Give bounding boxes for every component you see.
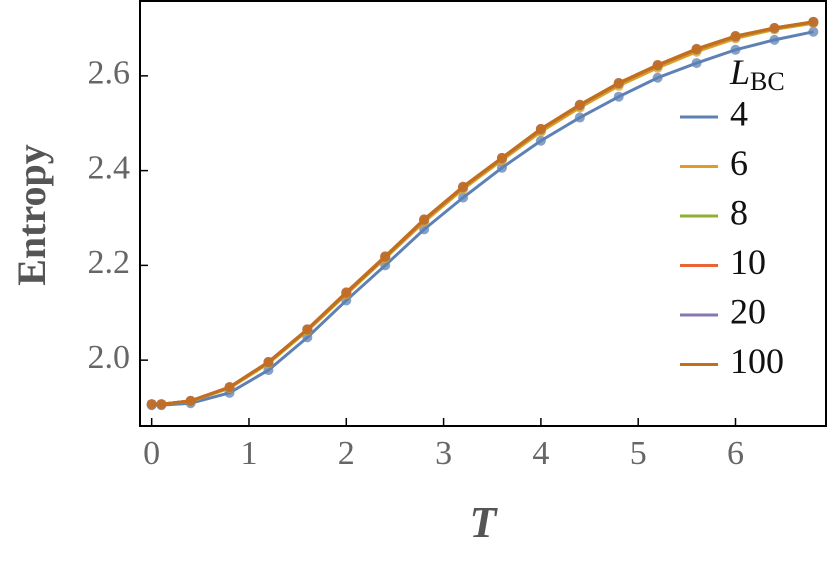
y-tick-label: 2.2 — [88, 244, 131, 281]
x-tick-label: 5 — [630, 435, 647, 472]
plot-frame — [139, 0, 827, 427]
data-point — [458, 181, 469, 192]
data-point — [808, 16, 819, 27]
x-tick-label: 1 — [240, 435, 257, 472]
data-point — [535, 135, 546, 146]
data-point — [380, 251, 391, 262]
data-point — [769, 23, 780, 34]
data-point — [146, 399, 157, 410]
data-point — [419, 224, 430, 235]
data-point — [496, 152, 507, 163]
legend-title-sub: BC — [750, 67, 785, 96]
data-point — [613, 77, 624, 88]
data-point — [458, 192, 469, 203]
data-point — [535, 123, 546, 134]
data-point — [730, 44, 741, 55]
series-line — [151, 20, 814, 406]
data-point — [156, 399, 167, 410]
series-line — [151, 20, 814, 406]
data-point — [224, 382, 235, 393]
legend-title: LBC — [729, 52, 785, 96]
data-point — [652, 59, 663, 70]
x-axis-label: T — [470, 498, 499, 547]
x-tick-label: 2 — [338, 435, 355, 472]
data-point — [613, 91, 624, 102]
legend-label: 20 — [730, 291, 766, 331]
y-tick-label: 2.6 — [88, 55, 131, 92]
x-tick-label: 4 — [532, 435, 549, 472]
x-tick-label: 6 — [727, 435, 744, 472]
data-point — [574, 99, 585, 110]
data-point — [419, 214, 430, 225]
data-point — [341, 287, 352, 298]
y-axis-label: Entropy — [9, 144, 54, 286]
data-point — [574, 112, 585, 123]
y-tick-label: 2.4 — [88, 149, 131, 186]
data-point — [263, 357, 274, 368]
data-point — [302, 324, 313, 335]
data-point — [496, 162, 507, 173]
legend-label: 8 — [730, 192, 748, 232]
series-line — [151, 30, 814, 407]
data-point — [691, 43, 702, 54]
legend-label: 4 — [730, 93, 748, 133]
series-line — [151, 20, 814, 406]
legend-label: 6 — [730, 143, 748, 183]
x-tick-label: 3 — [435, 435, 452, 472]
x-tick-label: 0 — [143, 435, 160, 472]
data-point — [730, 31, 741, 42]
legend-title-main: L — [729, 52, 750, 92]
series-line — [151, 20, 814, 406]
data-point — [769, 34, 780, 45]
y-tick-label: 2.0 — [88, 339, 131, 376]
data-point — [380, 260, 391, 271]
data-point — [808, 26, 819, 37]
data-point — [691, 58, 702, 69]
legend-label: 10 — [730, 242, 766, 282]
data-point — [652, 72, 663, 83]
series-line — [151, 21, 814, 406]
legend-label: 100 — [730, 341, 784, 381]
data-point — [185, 395, 196, 406]
